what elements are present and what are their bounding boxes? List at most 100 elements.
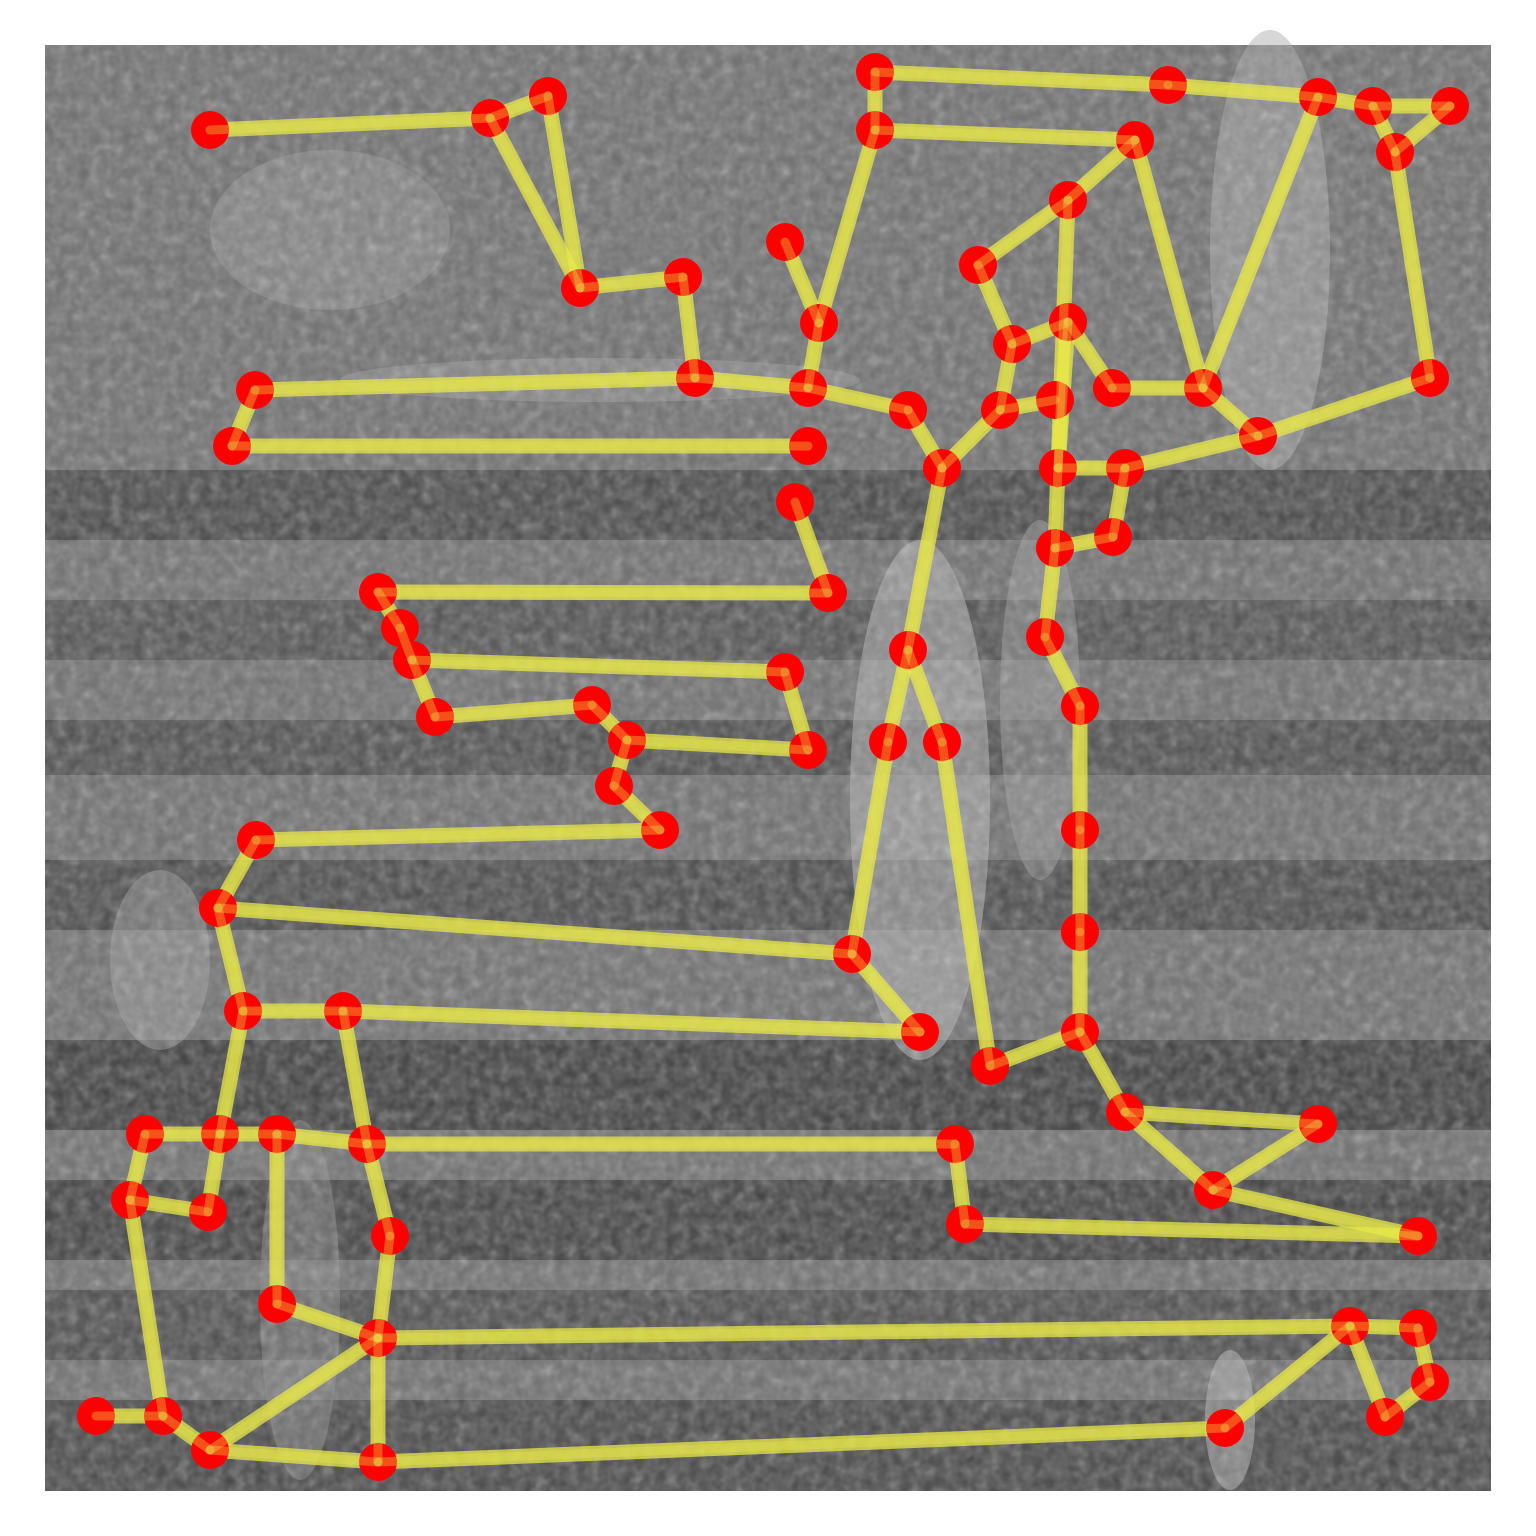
path-edge-highlight — [678, 272, 700, 383]
path-edge-highlight — [883, 645, 913, 747]
path-node — [126, 1115, 164, 1153]
path-node — [324, 992, 362, 1030]
path-edge-highlight — [1390, 101, 1455, 157]
path-node — [258, 1285, 296, 1323]
path-edge-highlight — [937, 405, 1005, 473]
path-edge — [247, 370, 703, 398]
path-edge-highlight — [125, 1129, 150, 1205]
path-edge-highlight — [622, 735, 813, 755]
path-edge — [900, 460, 950, 658]
path-node — [1331, 1307, 1369, 1345]
path-node — [936, 1125, 974, 1163]
path-node — [1061, 1013, 1099, 1051]
path-edge-highlight — [1040, 632, 1085, 711]
path-node — [359, 1443, 397, 1481]
path-edge — [202, 110, 498, 138]
path-node — [889, 391, 927, 429]
path-node — [393, 641, 431, 679]
path-edge-highlight — [1313, 92, 1378, 111]
path-edge-highlight — [213, 903, 857, 959]
path-edge-highlight — [158, 1411, 215, 1455]
path-node — [923, 723, 961, 761]
path-edge-highlight — [373, 587, 405, 633]
path-node — [1411, 1363, 1449, 1401]
path-edge — [370, 1420, 1233, 1470]
path-edge — [482, 110, 588, 296]
path-node — [199, 889, 237, 927]
path-edge-highlight — [338, 1006, 925, 1037]
path-edge — [844, 734, 896, 962]
path-edge-highlight — [814, 125, 880, 328]
path-edge-highlight — [1208, 1185, 1423, 1241]
path-edge-highlight — [1050, 532, 1118, 553]
path-node — [1354, 87, 1392, 125]
path-edge-highlight — [430, 700, 597, 722]
path-edge — [1205, 1116, 1326, 1198]
path-edge-highlight — [587, 700, 632, 745]
path-node — [766, 653, 804, 691]
path-node — [1299, 78, 1337, 116]
path-edge-highlight — [790, 497, 833, 598]
path-edge-highlight — [373, 1321, 1355, 1343]
path-edge — [1127, 132, 1211, 396]
path-edge-highlight — [1198, 92, 1323, 393]
path-edge-highlight — [1163, 80, 1323, 102]
path-node — [959, 246, 997, 284]
path-edge-highlight — [213, 835, 261, 913]
path-edge-highlight — [937, 737, 995, 1071]
path-node — [1061, 913, 1099, 951]
path-edge — [202, 1330, 386, 1458]
path-node — [923, 449, 961, 487]
path-edge — [540, 88, 588, 296]
path-edge — [1387, 144, 1438, 386]
path-node — [889, 631, 927, 669]
path-edge-highlight — [995, 339, 1017, 415]
path-edge-highlight — [543, 91, 585, 293]
path-edge-highlight — [847, 949, 925, 1037]
path-edge — [867, 64, 1176, 93]
path-edge-highlight — [272, 1129, 372, 1149]
path-edge-highlight — [203, 1129, 225, 1217]
path-edge — [811, 122, 883, 331]
path-edge-highlight — [1198, 383, 1263, 441]
path-node — [1184, 369, 1222, 407]
path-edge — [404, 652, 793, 680]
path-node — [1299, 1105, 1337, 1143]
path-node — [213, 427, 251, 465]
path-edge-highlight — [251, 825, 665, 845]
path-edge-highlight — [780, 667, 813, 755]
path-node — [359, 1319, 397, 1357]
path-node — [641, 811, 679, 849]
path-edge-highlight — [1063, 135, 1140, 205]
path-edge-highlight — [205, 1333, 383, 1455]
path-edge-highlight — [995, 395, 1060, 415]
path-node — [416, 698, 454, 736]
path-edge — [1205, 1182, 1426, 1244]
path-edge — [1117, 1104, 1221, 1198]
path-node — [856, 53, 894, 91]
path-edge-highlight — [903, 405, 947, 473]
path-edge-highlight — [407, 655, 790, 677]
path-edge-highlight — [1413, 1323, 1435, 1387]
path-node — [1094, 518, 1132, 556]
path-edge-highlight — [1108, 463, 1130, 542]
path-node — [946, 1205, 984, 1243]
path-edge-highlight — [803, 318, 824, 393]
path-node — [1039, 449, 1077, 487]
path-node — [236, 371, 274, 409]
path-node — [77, 1397, 115, 1435]
path-node — [237, 821, 275, 859]
path-node — [869, 723, 907, 761]
path-edge — [934, 734, 998, 1074]
path-edge-highlight — [213, 903, 248, 1016]
path-edge-highlight — [609, 781, 665, 835]
path-node — [608, 721, 646, 759]
path-edge — [1117, 1104, 1326, 1132]
path-edge — [248, 822, 668, 848]
path-edge-highlight — [373, 1423, 1230, 1467]
path-edge-highlight — [847, 737, 893, 959]
path-node — [664, 258, 702, 296]
path-edge-highlight — [1345, 1321, 1390, 1422]
path-node — [901, 1013, 939, 1051]
path-edge — [335, 1003, 375, 1152]
